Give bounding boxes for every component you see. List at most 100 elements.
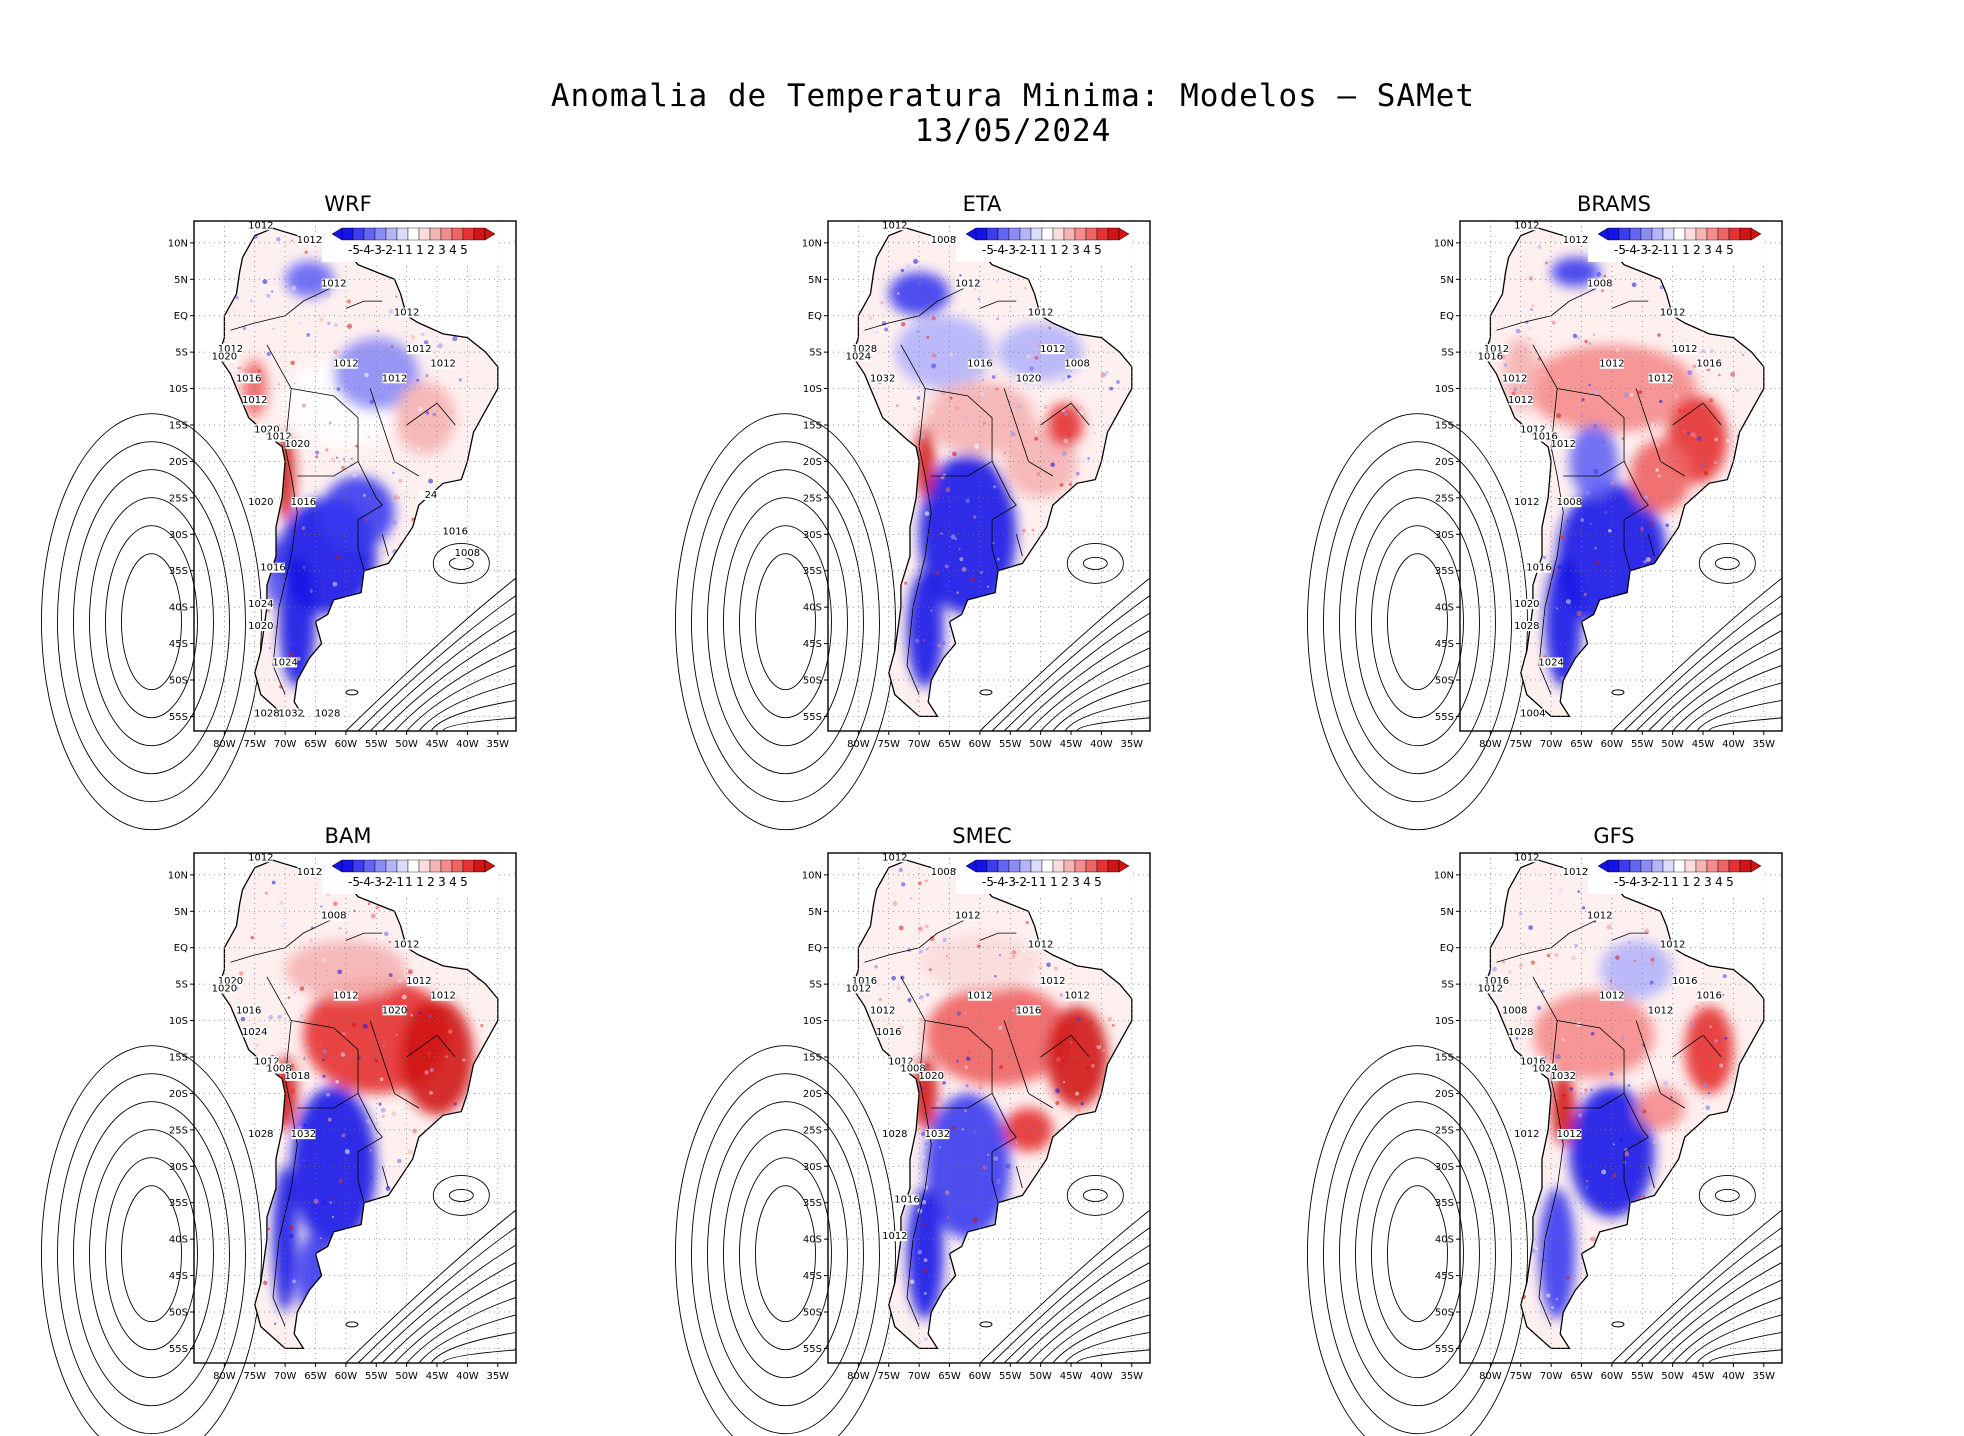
isobar-label: 1008 (266, 1064, 291, 1075)
isobar-label: 1020 (382, 1005, 407, 1016)
isobar-label: 1032 (870, 373, 895, 384)
lat-tick-label: 5N (808, 907, 822, 918)
lat-tick-label: 35S (1435, 1198, 1454, 1209)
lat-tick-label: EQ (1440, 311, 1454, 322)
isobar-label: 1032 (278, 708, 303, 719)
lat-tick-label: 20S (1435, 1089, 1454, 1100)
colorbar-label: -1 (1658, 243, 1670, 257)
colorbar-label: 2 (1061, 243, 1069, 257)
colorbar-swatch (1673, 859, 1686, 873)
colorbar: -5 -4 -3 -2 -1 1 1 2 3 4 5 (1588, 858, 1764, 894)
colorbar-label: 2 (427, 875, 435, 889)
colorbar-label: 5 (1726, 875, 1734, 889)
map-eta: 1012 1008 1012 1012 1012 1008 1016 1020 10281024… (675, 220, 1151, 831)
lat-tick-label: 5N (808, 275, 822, 286)
colorbar-swatch (1684, 859, 1697, 873)
lat-tick-label: 10N (1434, 870, 1454, 881)
lon-tick-label: 75W (243, 739, 266, 750)
lon-tick-label: 65W (304, 739, 327, 750)
colorbar-label: -3 (1636, 875, 1648, 889)
colorbar-label: 3 (438, 875, 446, 889)
lat-tick-label: 10S (803, 1016, 822, 1027)
lat-tick-label: 15S (803, 1053, 822, 1064)
isobar-label: 1012 (1587, 911, 1612, 922)
isobar-label: 1012 (242, 395, 267, 406)
colorbar-label: -3 (370, 875, 382, 889)
colorbar-label: -1 (392, 243, 404, 257)
colorbar-swatch (1607, 859, 1620, 873)
isobar-label: 1012 (955, 279, 980, 290)
lon-tick-label: 55W (365, 739, 388, 750)
colorbar: -5 -4 -3 -2 -1 1 1 2 3 4 5 (1588, 226, 1764, 262)
colorbar-swatch (418, 227, 431, 241)
colorbar-swatch (1706, 227, 1719, 241)
lon-tick-label: 40W (456, 739, 479, 750)
colorbar-label: -5 (982, 875, 994, 889)
panel-bam: BAM 1012 1012 1008 1012 1012 1012 1012 1020 1020… (41, 824, 518, 1436)
lat-tick-label: 5S (809, 348, 822, 359)
grid (1460, 221, 1782, 731)
colorbar-swatch (1074, 859, 1087, 873)
isobar-label: 1012 (297, 867, 322, 878)
isobar-label: 1020 (248, 497, 273, 508)
isobar-label: 1020 (254, 424, 279, 435)
colorbar-swatch (1008, 859, 1021, 873)
isobar-label: 1028 (1514, 621, 1539, 632)
lat-tick-label: 55S (803, 1344, 822, 1355)
lat-tick-label: 40S (1435, 1235, 1454, 1246)
lon-tick-label: 80W (847, 1371, 870, 1382)
lon-tick-label: 60W (335, 1371, 358, 1382)
panel-title: GFS (1593, 824, 1635, 848)
colorbar-label: -3 (1636, 243, 1648, 257)
map-bam: 1012101210081012101210121012102010201020… (41, 852, 517, 1436)
anomaly-field (218, 868, 498, 1349)
isobar-label: 1008 (1502, 1005, 1527, 1016)
isobar-label: 1012 (1599, 359, 1624, 370)
colorbar-swatch (1107, 859, 1120, 873)
colorbar-swatch (1739, 859, 1752, 873)
lat-tick-label: 55S (1435, 712, 1454, 723)
map-frame (193, 220, 517, 732)
isobar-label: 1016 (1478, 351, 1503, 362)
colorbar-label: 5 (460, 243, 468, 257)
colorbar-swatch (997, 227, 1010, 241)
colorbar-swatch (1607, 227, 1620, 241)
lon-tick-label: 50W (1661, 1371, 1684, 1382)
isobar-label: 1012 (1557, 1129, 1582, 1140)
lon-tick-label: 40W (1090, 1371, 1113, 1382)
figure-title: Anomalia de Temperatura Minima: Modelos … (550, 78, 1476, 114)
lat-tick-label: 35S (803, 1198, 822, 1209)
lon-tick-label: 75W (1509, 739, 1532, 750)
lat-tick-label: 55S (169, 1344, 188, 1355)
lat-tick-label: 10N (1434, 238, 1454, 249)
colorbar-label: 4 (1715, 875, 1723, 889)
lat-tick-label: 20S (803, 1089, 822, 1100)
map-frame (1459, 852, 1783, 1364)
colorbar-swatch (1717, 859, 1730, 873)
colorbar-swatch (1096, 859, 1109, 873)
panel-title: WRF (324, 192, 372, 216)
colorbar-swatch (1052, 227, 1065, 241)
colorbar-label: -2 (381, 875, 393, 889)
isobar-label: 1016 (260, 563, 285, 574)
isobar-label: 1016 (876, 1027, 901, 1038)
colorbar-label: -3 (1004, 243, 1016, 257)
colorbar-label: -2 (1647, 875, 1659, 889)
colorbar-swatch (374, 227, 387, 241)
lat-tick-label: 55S (803, 712, 822, 723)
grid (1460, 853, 1782, 1363)
isobar-label: 1008 (1557, 497, 1582, 508)
colorbar-label: -5 (348, 243, 360, 257)
colorbar-swatch (1662, 859, 1675, 873)
isobar-label: 1012 (888, 1056, 913, 1067)
isobar-label: 1012 (333, 359, 358, 370)
colorbar-swatch (1739, 227, 1752, 241)
isobar-label: 1012 (1514, 852, 1539, 863)
isobars (675, 1045, 1151, 1436)
isobar-label: 1012 (882, 220, 907, 231)
colorbar-swatch (429, 227, 442, 241)
isobar-label: 1024 (1538, 657, 1563, 668)
colorbar-label: 1 (1050, 243, 1058, 257)
isobar-label: 1028 (315, 708, 340, 719)
colorbar-label: 4 (1083, 243, 1091, 257)
